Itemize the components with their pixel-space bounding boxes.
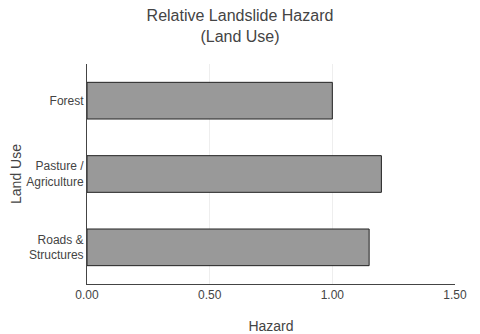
svg-text:Relative Landslide Hazard(Land: Relative Landslide Hazard(Land Use) <box>147 7 334 45</box>
svg-text:0.50: 0.50 <box>198 288 222 302</box>
svg-text:Pasture /Agriculture: Pasture /Agriculture <box>26 159 84 189</box>
svg-text:Roads &Structures: Roads &Structures <box>29 233 84 263</box>
svg-text:Hazard: Hazard <box>248 318 293 334</box>
svg-text:1.00: 1.00 <box>321 288 345 302</box>
svg-text:0.00: 0.00 <box>75 288 99 302</box>
svg-text:1.50: 1.50 <box>443 288 467 302</box>
svg-text:Land Use: Land Use <box>8 144 24 204</box>
svg-text:Forest: Forest <box>50 94 85 108</box>
